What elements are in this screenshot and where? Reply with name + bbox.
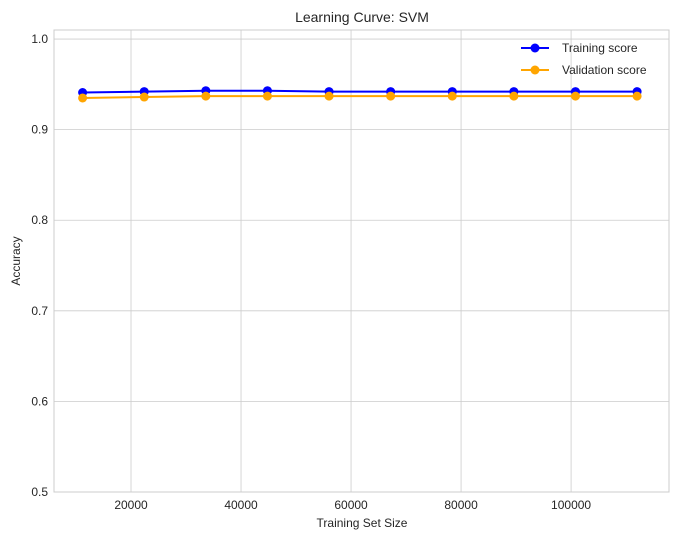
- y-tick-labels: 0.5 0.6 0.7 0.8 0.9 1.0: [31, 32, 48, 499]
- legend-marker: [531, 44, 540, 53]
- x-tick-label: 20000: [114, 498, 148, 512]
- x-tick-label: 100000: [551, 498, 591, 512]
- y-tick-label: 0.8: [31, 213, 48, 227]
- legend-marker: [531, 66, 540, 75]
- chart-title: Learning Curve: SVM: [295, 9, 429, 25]
- data-point: [78, 93, 87, 102]
- y-tick-label: 0.7: [31, 304, 48, 318]
- y-tick-label: 0.5: [31, 485, 48, 499]
- y-axis-label: Accuracy: [9, 236, 23, 285]
- data-point: [201, 92, 210, 101]
- legend-item: Validation score: [521, 63, 647, 77]
- legend-item: Training score: [521, 41, 638, 55]
- series-validation-score: [78, 92, 641, 103]
- x-tick-label: 80000: [444, 498, 478, 512]
- series-line: [83, 96, 637, 98]
- data-point: [386, 92, 395, 101]
- legend-label: Validation score: [562, 63, 647, 77]
- series-lines: [78, 86, 641, 102]
- series-line: [83, 91, 637, 93]
- legend: Training score Validation score: [521, 41, 647, 77]
- data-point: [448, 92, 457, 101]
- x-tick-labels: 20000 40000 60000 80000 100000: [114, 498, 591, 512]
- y-tick-label: 0.9: [31, 123, 48, 137]
- data-point: [325, 92, 334, 101]
- data-point: [633, 92, 642, 101]
- x-tick-label: 60000: [334, 498, 368, 512]
- y-tick-label: 1.0: [31, 32, 48, 46]
- x-tick-label: 40000: [224, 498, 258, 512]
- data-point: [140, 93, 149, 102]
- data-point: [571, 92, 580, 101]
- legend-label: Training score: [562, 41, 638, 55]
- data-point: [509, 92, 518, 101]
- y-tick-label: 0.6: [31, 394, 48, 408]
- x-axis-label: Training Set Size: [317, 516, 408, 530]
- data-point: [263, 92, 272, 101]
